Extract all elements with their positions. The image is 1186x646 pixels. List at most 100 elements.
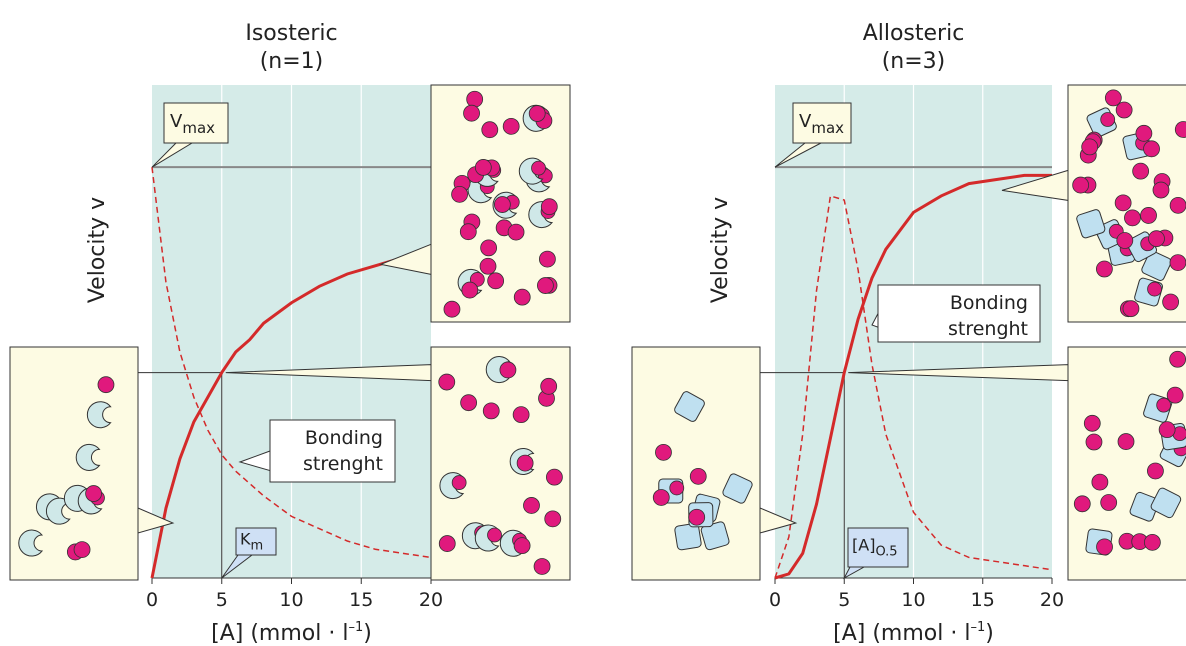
substrate — [451, 185, 468, 203]
substrate — [1152, 181, 1170, 199]
enzyme — [18, 529, 44, 557]
substrate — [1140, 207, 1157, 224]
substrate — [540, 198, 558, 216]
text-part: V — [799, 111, 812, 132]
text-part: [A] (mmol · l — [833, 621, 970, 646]
vmax-box — [163, 102, 229, 144]
substrate — [1158, 421, 1176, 439]
curve — [774, 194, 1053, 579]
enzyme — [674, 391, 705, 422]
substrate — [1156, 397, 1172, 413]
substrate — [533, 558, 551, 575]
substrate — [493, 196, 511, 213]
x-tick-label: 5 — [216, 589, 228, 611]
substrate — [466, 90, 484, 108]
substrate — [507, 223, 525, 241]
substrate — [487, 527, 502, 543]
substrate — [482, 402, 500, 420]
substrate — [1174, 121, 1186, 138]
vmax-label: Vmax — [799, 111, 844, 137]
substrate — [689, 467, 707, 485]
substrate — [655, 443, 672, 461]
substrate — [538, 250, 556, 268]
substrate — [1073, 495, 1091, 513]
vmax-box — [792, 102, 852, 144]
substrate — [1100, 494, 1118, 511]
text-part: V — [170, 111, 183, 132]
text-part: –1 — [970, 620, 985, 635]
curve — [774, 173, 1052, 580]
y-axis-label: Velocity v — [708, 197, 733, 303]
ref-box — [235, 527, 277, 556]
substrate — [516, 454, 534, 472]
substrate — [1085, 433, 1103, 451]
substrate — [73, 541, 91, 559]
substrate — [460, 394, 478, 412]
substrate — [1147, 281, 1162, 297]
substrate — [487, 272, 505, 290]
x-tick-label: 5 — [838, 589, 850, 611]
substrate — [540, 377, 558, 395]
enzyme — [722, 473, 753, 504]
substrate — [1114, 194, 1132, 212]
substrate — [1116, 232, 1134, 249]
callout-pointer — [379, 243, 432, 275]
substrate — [481, 121, 499, 139]
substrate — [669, 480, 685, 496]
substrate — [513, 288, 531, 306]
substrate — [1081, 138, 1099, 156]
x-tick-label: 15 — [349, 589, 373, 611]
x-tick-label: 10 — [279, 589, 303, 611]
substrate — [1095, 260, 1113, 278]
annotation-box — [877, 284, 1041, 343]
chart-title: Isosteric — [245, 21, 337, 46]
substrate — [1147, 462, 1164, 480]
substrate — [1135, 124, 1153, 142]
enzyme — [674, 522, 702, 551]
annotation: strenght — [303, 453, 383, 475]
callout-pointer — [225, 364, 432, 382]
substrate — [1122, 300, 1140, 318]
substrate — [451, 475, 467, 490]
substrate — [461, 281, 479, 299]
text-part: [A] — [852, 536, 875, 555]
curve — [150, 247, 432, 579]
substrate — [652, 489, 670, 506]
substrate — [1169, 254, 1186, 271]
enzyme — [1076, 209, 1106, 239]
curve — [151, 167, 432, 559]
substrate — [512, 406, 530, 424]
callout-pointer — [759, 507, 798, 534]
substrate — [1143, 533, 1161, 551]
substrate — [1148, 230, 1165, 248]
substrate — [1132, 162, 1150, 180]
text-part: ) — [985, 621, 994, 646]
text-part: –1 — [348, 620, 363, 635]
substrate — [480, 239, 498, 257]
substrate — [85, 485, 103, 502]
substrate — [1115, 101, 1133, 119]
callout-pointer — [848, 364, 1069, 382]
substrate — [1117, 433, 1135, 450]
substrate — [502, 117, 520, 135]
chart-title: Allosteric — [863, 21, 965, 46]
substrate — [1169, 196, 1186, 214]
substrate — [546, 468, 563, 486]
substrate — [97, 376, 115, 394]
enzyme — [45, 497, 71, 525]
substrate — [1091, 473, 1109, 491]
substrate — [459, 223, 477, 241]
text-part: [A] (mmol · l — [211, 621, 348, 646]
x-axis-label: [A] (mmol · l–1) — [833, 620, 994, 646]
x-tick-label: 0 — [146, 589, 158, 611]
enzyme — [1141, 250, 1172, 281]
ref-box — [847, 527, 909, 568]
substrate — [523, 497, 540, 514]
substrate — [1143, 140, 1160, 158]
x-tick-label: 10 — [901, 589, 925, 611]
substrate — [513, 537, 531, 555]
chart-subtitle: (n=1) — [260, 49, 324, 74]
x-tick-label: 0 — [769, 589, 781, 611]
vmax-label: Vmax — [170, 111, 215, 137]
substrate — [1104, 89, 1122, 107]
